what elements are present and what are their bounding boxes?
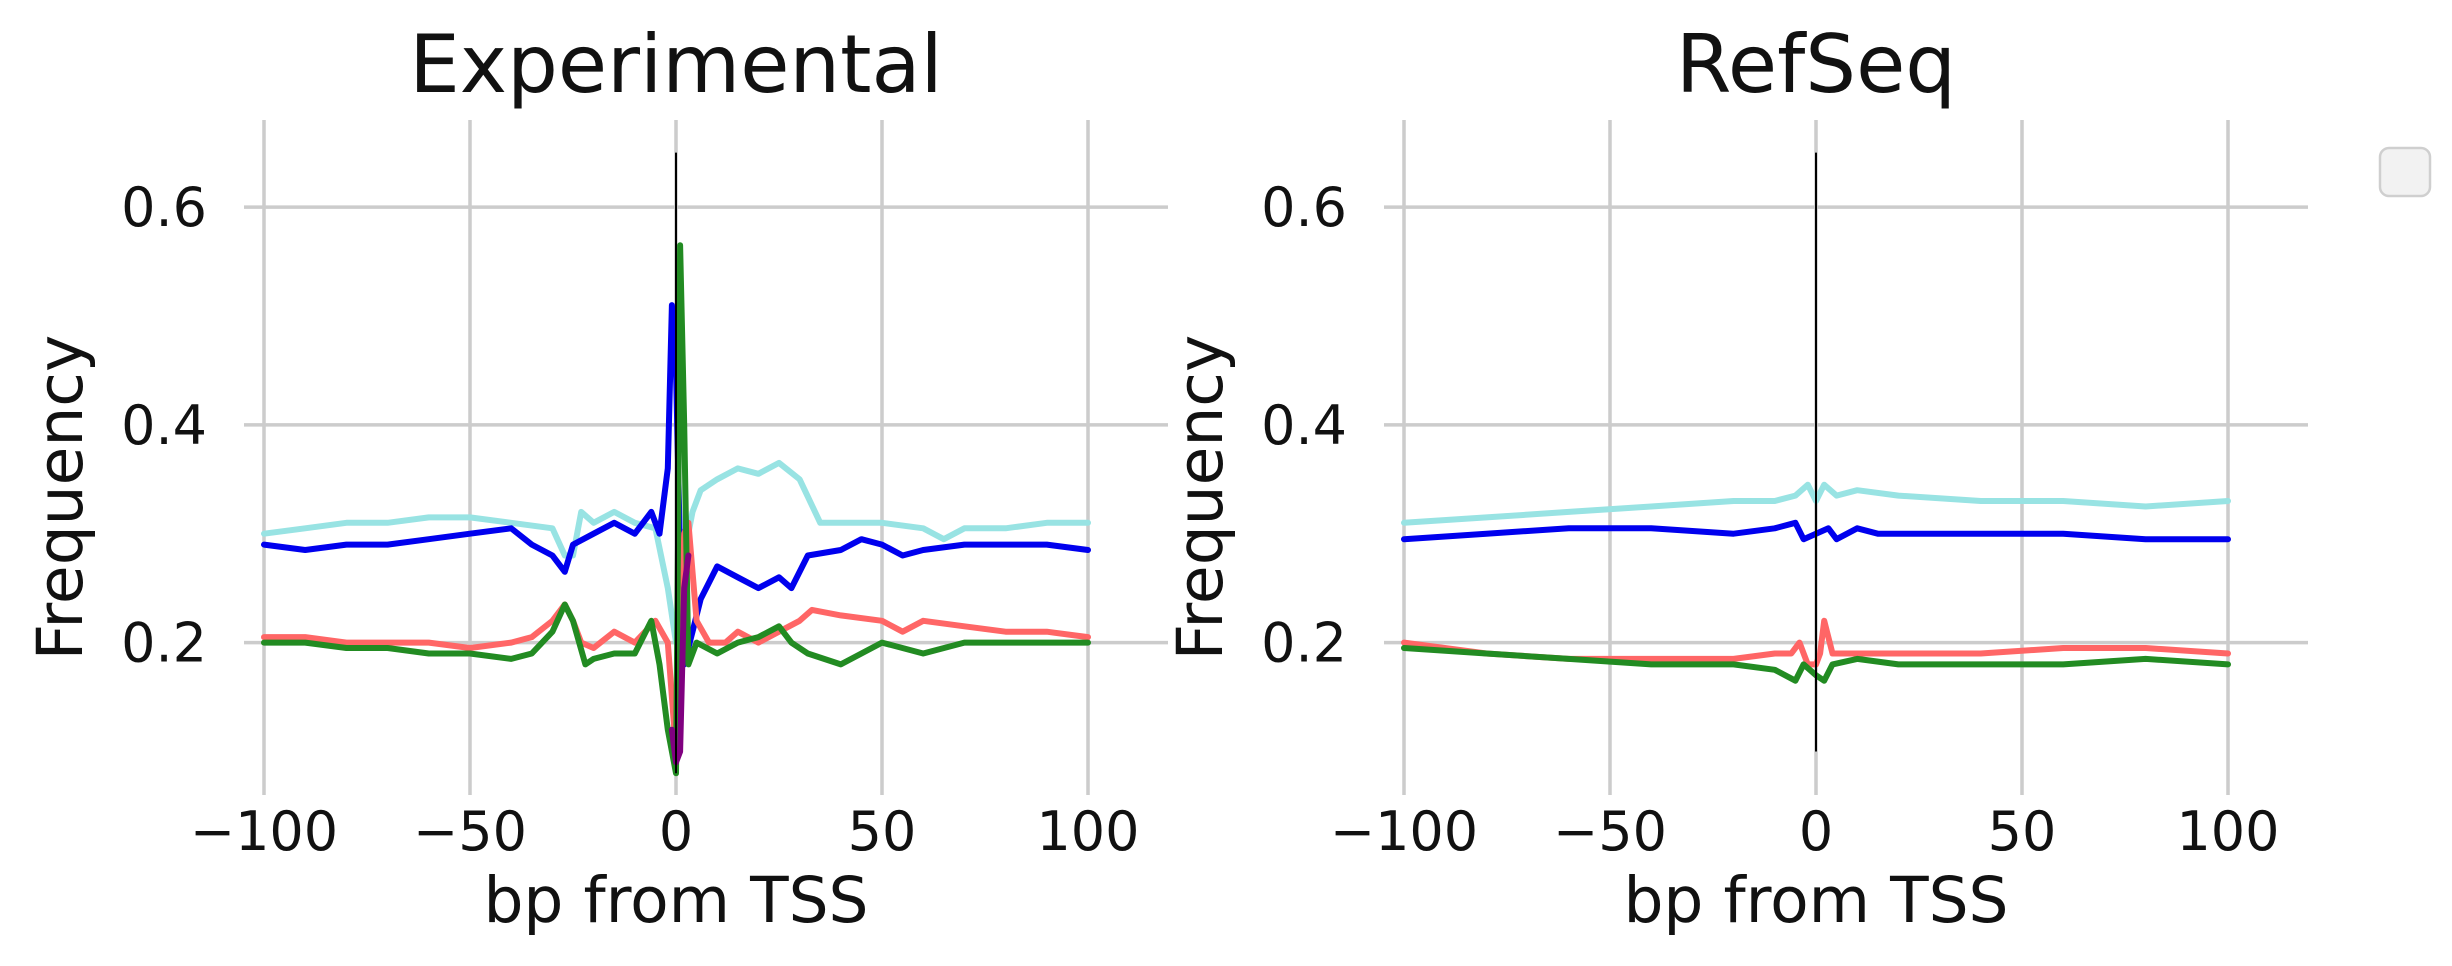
y-tick-label: 0.2 bbox=[1261, 612, 1347, 675]
y-axis-label: Frequency bbox=[1164, 335, 1237, 660]
x-axis-label: bp from TSS bbox=[1623, 864, 2008, 937]
x-tick-label: −100 bbox=[1330, 800, 1478, 863]
x-tick-label: −100 bbox=[190, 800, 338, 863]
legend-box bbox=[2378, 146, 2432, 198]
y-tick-label: 0.6 bbox=[1261, 176, 1347, 239]
chart-panel-experimental: −100 −50 0 50 100 0.2 0.4 0.6 Experimental bp fro… bbox=[24, 18, 1168, 937]
series-line bbox=[1401, 519, 2231, 543]
series-line bbox=[261, 242, 1091, 777]
chart-title: RefSeq bbox=[1676, 18, 1956, 111]
chart-title: Experimental bbox=[409, 18, 942, 111]
x-tick-label: 100 bbox=[2176, 800, 2279, 863]
x-tick-label: 0 bbox=[659, 800, 693, 863]
x-tick-label: −50 bbox=[413, 800, 527, 863]
y-axis-label: Frequency bbox=[24, 335, 97, 660]
x-tick-label: −50 bbox=[1553, 800, 1667, 863]
series-line bbox=[668, 552, 692, 766]
x-tick-label: 0 bbox=[1799, 800, 1833, 863]
chart-panel-refseq: −100 −50 0 50 100 0.2 0.4 0.6 RefSeq bp from TSS F… bbox=[1164, 18, 2308, 937]
y-tick-label: 0.4 bbox=[121, 394, 207, 457]
x-tick-label: 50 bbox=[848, 800, 917, 863]
x-tick-label: 100 bbox=[1036, 800, 1139, 863]
x-tick-label: 50 bbox=[1988, 800, 2057, 863]
y-tick-label: 0.2 bbox=[121, 612, 207, 675]
x-axis-label: bp from TSS bbox=[483, 864, 868, 937]
y-tick-label: 0.6 bbox=[121, 176, 207, 239]
y-tick-label: 0.4 bbox=[1261, 394, 1347, 457]
